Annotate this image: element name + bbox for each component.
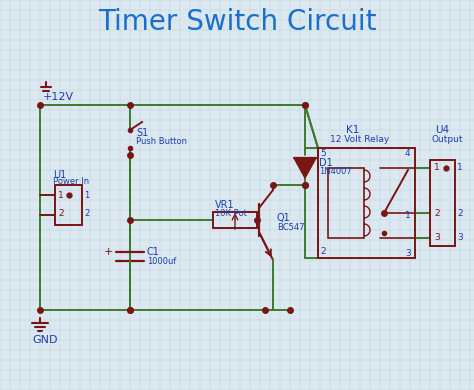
Text: 2: 2 — [84, 209, 89, 218]
Text: 2: 2 — [457, 209, 463, 218]
Text: Q1: Q1 — [277, 213, 291, 223]
Bar — [318, 148, 415, 258]
Text: 2: 2 — [320, 248, 326, 257]
Text: 5: 5 — [320, 149, 326, 158]
Text: 1: 1 — [405, 211, 411, 220]
Text: Push Button: Push Button — [136, 136, 187, 145]
Text: 1: 1 — [84, 190, 89, 200]
Text: 3: 3 — [405, 248, 411, 257]
Text: 1N4007: 1N4007 — [319, 167, 352, 177]
Text: D1: D1 — [319, 158, 333, 168]
Text: +: + — [103, 247, 113, 257]
Text: K1: K1 — [346, 125, 359, 135]
Polygon shape — [294, 158, 316, 178]
Text: VR1: VR1 — [215, 200, 235, 210]
Text: 1: 1 — [434, 163, 440, 172]
Bar — [55, 185, 82, 225]
Text: 10K Pot: 10K Pot — [215, 209, 247, 218]
Text: S1: S1 — [136, 128, 148, 138]
Text: +12V: +12V — [43, 92, 74, 102]
Text: GND: GND — [32, 335, 57, 345]
Text: 4: 4 — [405, 149, 410, 158]
Text: 3: 3 — [457, 234, 463, 243]
Text: 12 Volt Relay: 12 Volt Relay — [330, 135, 389, 144]
Text: Timer Switch Circuit: Timer Switch Circuit — [98, 8, 376, 36]
Text: 1000uf: 1000uf — [147, 257, 176, 266]
Bar — [328, 168, 364, 238]
Text: Power In: Power In — [53, 177, 89, 186]
Text: U1: U1 — [53, 170, 66, 180]
Text: C1: C1 — [147, 247, 160, 257]
Text: Output: Output — [432, 135, 464, 144]
Text: 2: 2 — [434, 209, 439, 218]
Text: BC547: BC547 — [277, 223, 304, 232]
Text: 1: 1 — [457, 163, 463, 172]
Text: 3: 3 — [434, 234, 440, 243]
Text: 1: 1 — [58, 191, 64, 200]
Text: U4: U4 — [435, 125, 449, 135]
Bar — [430, 160, 455, 246]
Text: 2: 2 — [58, 209, 64, 218]
Bar — [213, 212, 257, 228]
